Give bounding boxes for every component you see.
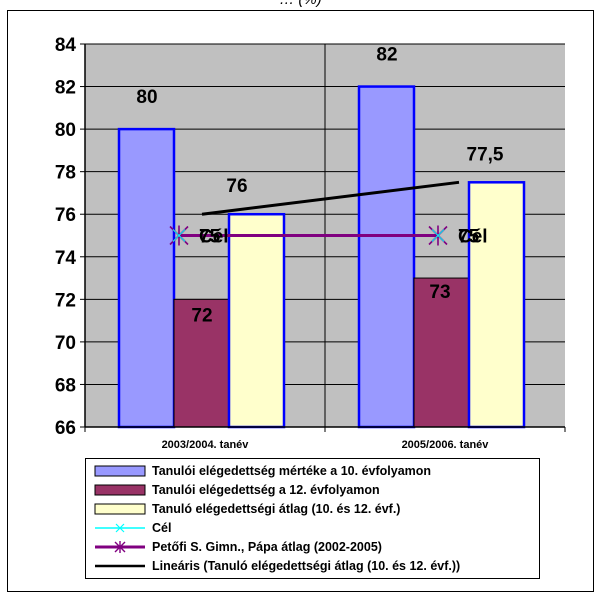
legend-item: Cél: [94, 519, 534, 537]
legend-label: Tanulói elégedettség mértéke a 10. évfol…: [152, 464, 432, 478]
average-value-label: 75: [199, 227, 221, 248]
legend-item: Tanulói elégedettség mértéke a 10. évfol…: [94, 462, 534, 480]
y-tick-label: 74: [55, 248, 77, 269]
legend: Tanulói elégedettség mértéke a 10. évfol…: [85, 458, 540, 579]
legend-key: [94, 503, 146, 515]
legend-label: Lineáris (Tanuló elégedettségi átlag (10…: [152, 559, 461, 573]
legend-item: Lineáris (Tanuló elégedettségi átlag (10…: [94, 557, 534, 575]
bar-value-label: 73: [429, 282, 450, 303]
bar-value-label: 77,5: [467, 144, 504, 165]
legend-label: Petőfi S. Gimn., Pápa átlag (2002-2005): [152, 540, 382, 554]
legend-label: Tanuló elégedettségi átlag (10. és 12. é…: [152, 502, 401, 516]
goal-label: Cél: [458, 227, 488, 248]
y-tick-label: 84: [55, 35, 77, 56]
bar-value-label: 82: [376, 45, 397, 66]
y-tick-label: 76: [55, 205, 76, 226]
legend-key: [95, 523, 145, 533]
legend-key: [95, 541, 145, 553]
bar: [467, 181, 526, 429]
y-tick-label: 70: [55, 333, 76, 354]
legend-item: Tanuló elégedettségi átlag (10. és 12. é…: [94, 500, 534, 518]
y-tick-label: 68: [55, 375, 76, 396]
bar-value-label: 80: [136, 87, 157, 108]
x-tick-label: 2005/2006. tanév: [402, 439, 490, 451]
legend-item: Tanulói elégedettség a 12. évfolyamon: [94, 481, 534, 499]
legend-item: Petőfi S. Gimn., Pápa átlag (2002-2005): [94, 538, 534, 556]
legend-key: [95, 564, 145, 568]
bar: [173, 298, 230, 428]
bar-value-label: 76: [226, 176, 247, 197]
trendline: [201, 180, 460, 216]
legend-key: [94, 484, 146, 496]
chart-title: … (%): [0, 0, 601, 8]
goal-marker: [172, 229, 186, 242]
legend-label: Tanulói elégedettség a 12. évfolyamon: [152, 483, 380, 497]
x-tick-label: 2003/2004. tanév: [162, 439, 250, 451]
bar: [413, 277, 470, 428]
average-value-label: 75: [458, 227, 480, 248]
bar: [357, 85, 416, 429]
bar: [117, 127, 176, 429]
goal-marker: [431, 229, 445, 242]
y-tick-label: 72: [55, 290, 76, 311]
legend-label: Cél: [152, 521, 172, 535]
legend-key: [94, 465, 146, 477]
bar: [227, 212, 286, 429]
y-tick-label: 80: [55, 120, 76, 141]
y-tick-label: 66: [55, 418, 76, 439]
y-tick-label: 82: [55, 78, 76, 99]
chart-frame: [7, 10, 594, 592]
bar-value-label: 72: [191, 305, 212, 326]
goal-label: Cél: [199, 227, 229, 248]
y-tick-label: 78: [55, 163, 76, 184]
